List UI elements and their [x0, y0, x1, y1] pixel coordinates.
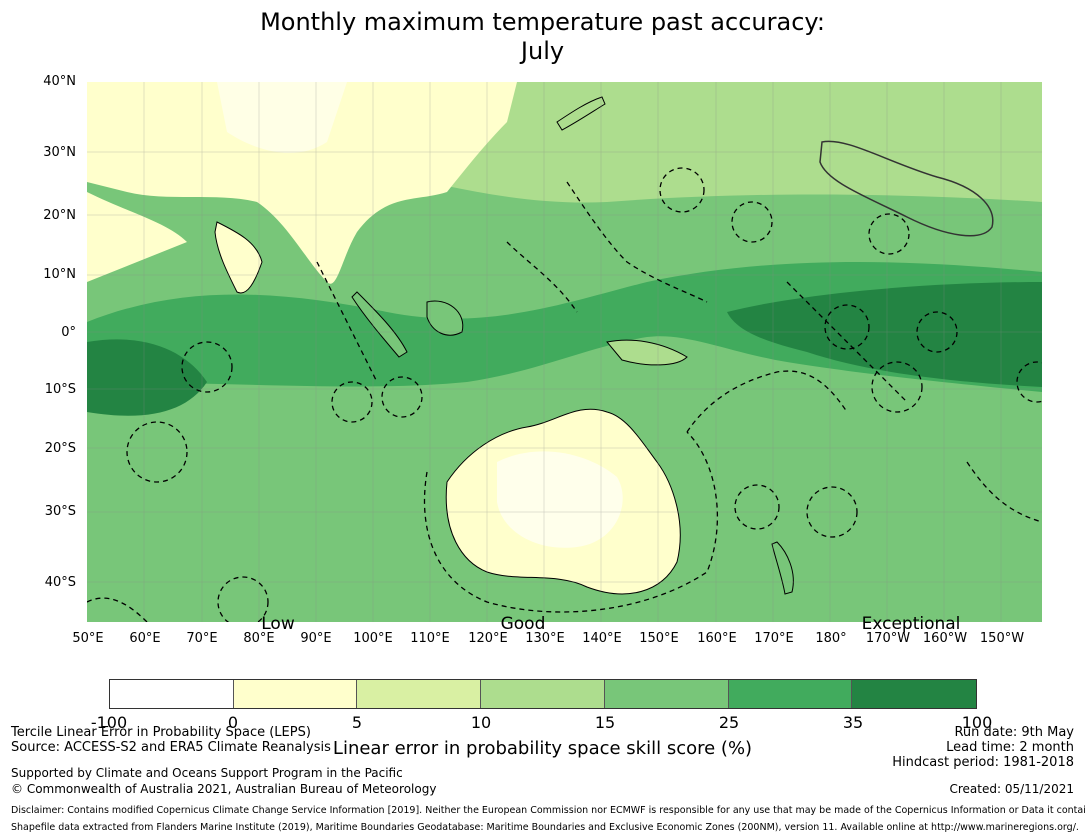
lat-label-20s: 20°S	[44, 441, 76, 456]
lon-label-90e: 90°E	[300, 631, 332, 646]
run-date-text: Run date: 9th May	[954, 725, 1074, 740]
skill-field-arabia	[87, 192, 187, 282]
lat-label-40n: 40°N	[43, 74, 76, 89]
new-zealand-landmass	[771, 541, 794, 595]
lat-label-20n: 20°N	[43, 208, 76, 223]
sumatra-landmass	[351, 291, 408, 358]
colorbar-tick-label: 100	[961, 713, 993, 732]
method-text: Tercile Linear Error in Probability Spac…	[11, 725, 311, 740]
lead-time-text: Lead time: 2 month	[946, 740, 1074, 755]
new-guinea-landmass	[606, 339, 688, 366]
lat-label-10n: 10°N	[43, 267, 76, 282]
colorbar-segment	[604, 680, 729, 708]
colorbar-tick-label: 5	[351, 713, 363, 732]
colorbar-segment	[728, 680, 853, 708]
skill-field-indian-high	[87, 339, 207, 416]
colorbar-segment	[357, 680, 482, 708]
lon-label-160e: 160°E	[697, 631, 737, 646]
lat-label-10s: 10°S	[44, 382, 76, 397]
lon-label-170w: 170°W	[865, 631, 911, 646]
created-date-text: Created: 05/11/2021	[949, 782, 1074, 796]
lon-label-150e: 150°E	[639, 631, 679, 646]
japan-landmass	[556, 96, 606, 131]
skill-score-map	[87, 82, 1042, 622]
skill-field-australia-interior	[497, 451, 623, 548]
graticule	[87, 82, 1042, 622]
lat-label-30s: 30°S	[44, 504, 76, 519]
hawaii-eez	[819, 140, 994, 237]
source-text: Source: ACCESS-S2 and ERA5 Climate Reana…	[11, 740, 331, 755]
map-title: Monthly maximum temperature past accurac…	[260, 8, 825, 36]
map-subtitle-month: July	[520, 37, 565, 65]
lon-label-50e: 50°E	[72, 631, 104, 646]
copyright-text: © Commonwealth of Australia 2021, Austra…	[11, 782, 437, 796]
skill-field-asia	[87, 82, 517, 284]
lon-label-80e: 80°E	[243, 631, 275, 646]
lat-label-30n: 30°N	[43, 145, 76, 160]
category-exceptional: Exceptional	[861, 614, 961, 634]
lat-label-equator: 0°	[61, 325, 76, 340]
colorbar-tick-label: -100	[90, 713, 128, 732]
support-text: Supported by Climate and Oceans Support …	[11, 766, 403, 780]
category-good: Good	[500, 614, 546, 634]
colorbar-tick-label: 0	[227, 713, 239, 732]
lon-label-160w: 160°W	[922, 631, 968, 646]
colorbar-tick-label: 35	[842, 713, 864, 732]
colorbar-segment	[233, 680, 358, 708]
colorbar	[109, 679, 977, 709]
skill-field-equator	[87, 262, 1042, 392]
lon-label-170e: 170°E	[754, 631, 794, 646]
colorbar-segment	[481, 680, 605, 708]
colorbar-label: Linear error in probability space skill …	[332, 738, 753, 759]
disclaimer-shapefile: Shapefile data extracted from Flanders M…	[11, 822, 1079, 833]
lon-label-130e: 130°E	[525, 631, 565, 646]
skill-field-tibet	[217, 82, 347, 153]
colorbar-tick-label: 15	[594, 713, 616, 732]
lon-label-180: 180°	[815, 631, 847, 646]
lon-label-120e: 120°E	[468, 631, 508, 646]
colorbar-tick-label: 25	[718, 713, 740, 732]
eez-boundaries	[87, 167, 1042, 622]
lon-label-70e: 70°E	[186, 631, 218, 646]
map-canvas	[87, 82, 1042, 622]
lat-label-40s: 40°S	[44, 575, 76, 590]
lon-label-140e: 140°E	[582, 631, 622, 646]
lon-label-100e: 100°E	[353, 631, 393, 646]
disclaimer-copernicus: Disclaimer: Contains modified Copernicus…	[11, 805, 1085, 816]
lon-label-150w: 150°W	[979, 631, 1025, 646]
colorbar-segment	[110, 680, 234, 708]
category-low: Low	[261, 614, 295, 634]
hindcast-text: Hindcast period: 1981-2018	[892, 755, 1074, 770]
lon-label-110e: 110°E	[410, 631, 450, 646]
lon-label-60e: 60°E	[129, 631, 161, 646]
colorbar-segment	[852, 680, 976, 708]
colorbar-tick-label: 10	[470, 713, 492, 732]
skill-field-pacific-high	[727, 282, 1042, 387]
